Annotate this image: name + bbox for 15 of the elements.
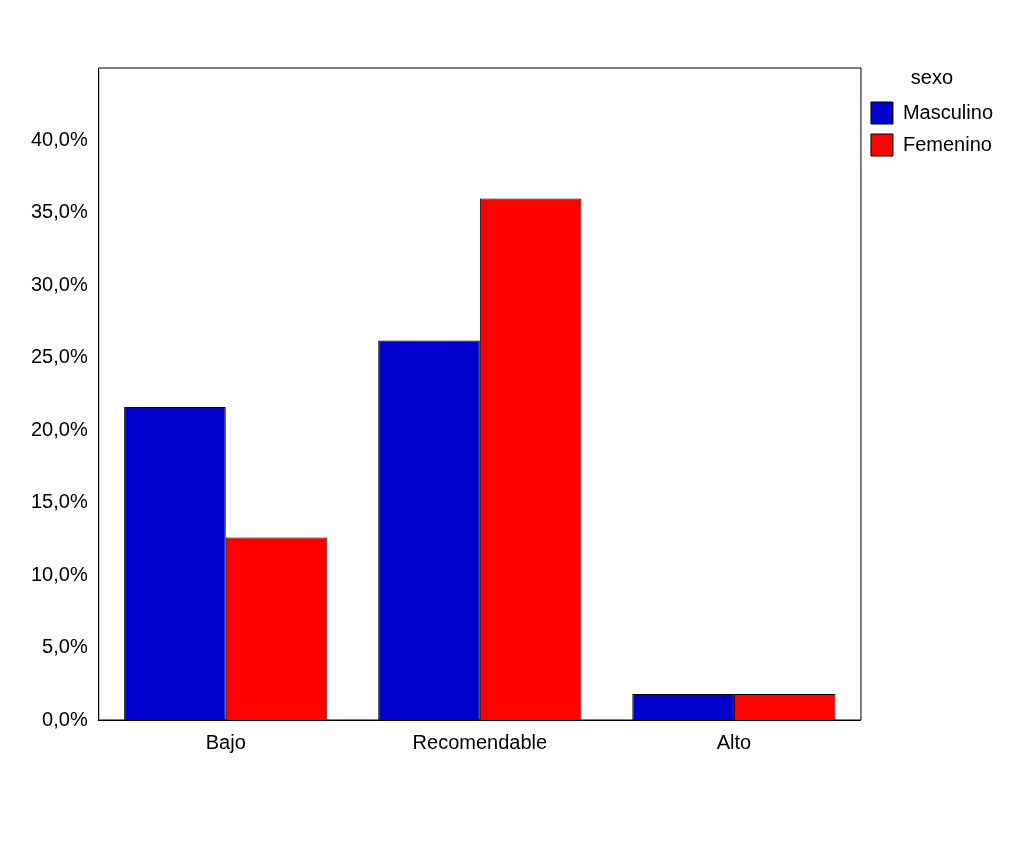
x-tick-label: Alto xyxy=(716,730,752,753)
y-tick-label: 0,0% xyxy=(42,707,88,730)
legend-title: sexo xyxy=(910,65,954,88)
y-tick-label: 40,0% xyxy=(30,127,88,150)
y-tick-label: 20,0% xyxy=(30,417,88,440)
y-tick-label: 10,0% xyxy=(30,562,88,585)
legend-label: Masculino xyxy=(902,100,994,123)
x-tick-label: Recomendable xyxy=(412,730,548,753)
y-tick-label: 5,0% xyxy=(42,635,88,658)
y-tick-label: 35,0% xyxy=(30,200,88,223)
y-tick-label: 15,0% xyxy=(30,490,88,513)
x-tick-label: Bajo xyxy=(205,730,246,753)
y-tick-label: 25,0% xyxy=(30,345,88,368)
y-tick-label: 30,0% xyxy=(30,272,88,295)
legend-label: Femenino xyxy=(902,132,992,155)
